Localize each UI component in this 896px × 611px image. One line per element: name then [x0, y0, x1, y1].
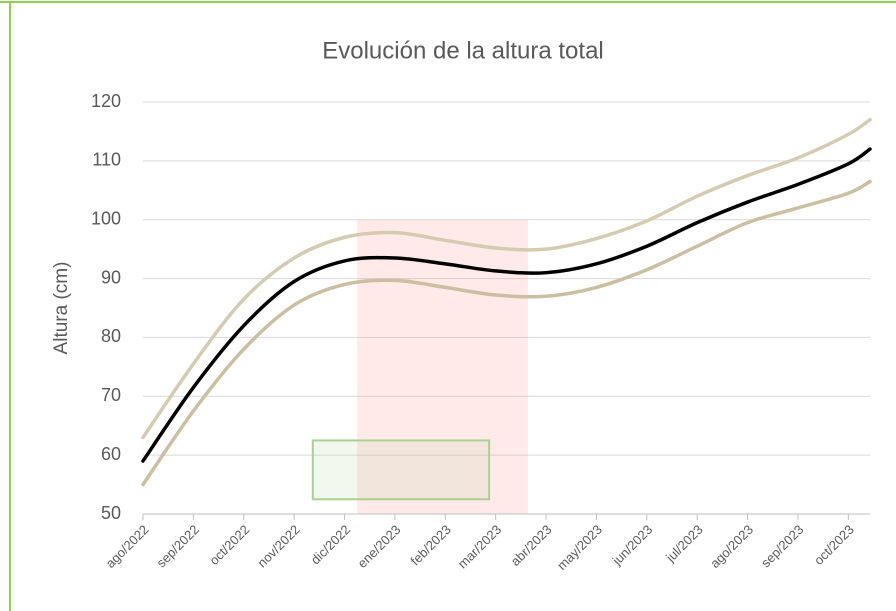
x-tick-label: oct/2022: [206, 522, 252, 568]
x-tick-label: may/2023: [554, 522, 605, 573]
x-tick-label: sep/2023: [758, 522, 806, 570]
x-tick-label: sep/2022: [153, 522, 201, 570]
x-tick-label: mar/2023: [455, 522, 504, 571]
x-tick-label: jul/2023: [662, 522, 706, 566]
x-tick-label: ago/2022: [103, 522, 152, 571]
x-tick-label: abr/2023: [508, 522, 555, 569]
y-axis-label: Altura (cm): [51, 262, 72, 355]
x-tick-label: jun/2023: [609, 522, 656, 569]
region: [311, 439, 491, 501]
y-tick-label: 120: [91, 91, 121, 111]
x-tick-label: ago/2023: [707, 522, 756, 571]
y-tick-label: 90: [101, 267, 121, 287]
x-tick-label: oct/2023: [811, 522, 857, 568]
x-tick-label: ene/2023: [355, 522, 404, 571]
x-tick-label: dic/2022: [308, 522, 353, 567]
y-tick-label: 70: [101, 385, 121, 405]
x-tick-label: nov/2022: [254, 522, 302, 570]
y-tick-label: 50: [101, 503, 121, 523]
y-tick-label: 60: [101, 444, 121, 464]
region: [357, 219, 528, 514]
chart-title: Evolución de la altura total: [322, 37, 604, 64]
x-tick-label: feb/2023: [407, 522, 453, 568]
series-line: [141, 117, 872, 440]
series-line: [141, 179, 872, 487]
y-tick-label: 100: [91, 208, 121, 228]
y-tick-label: 80: [101, 326, 121, 346]
y-tick-label: 110: [92, 150, 121, 170]
series-line: [141, 147, 872, 463]
